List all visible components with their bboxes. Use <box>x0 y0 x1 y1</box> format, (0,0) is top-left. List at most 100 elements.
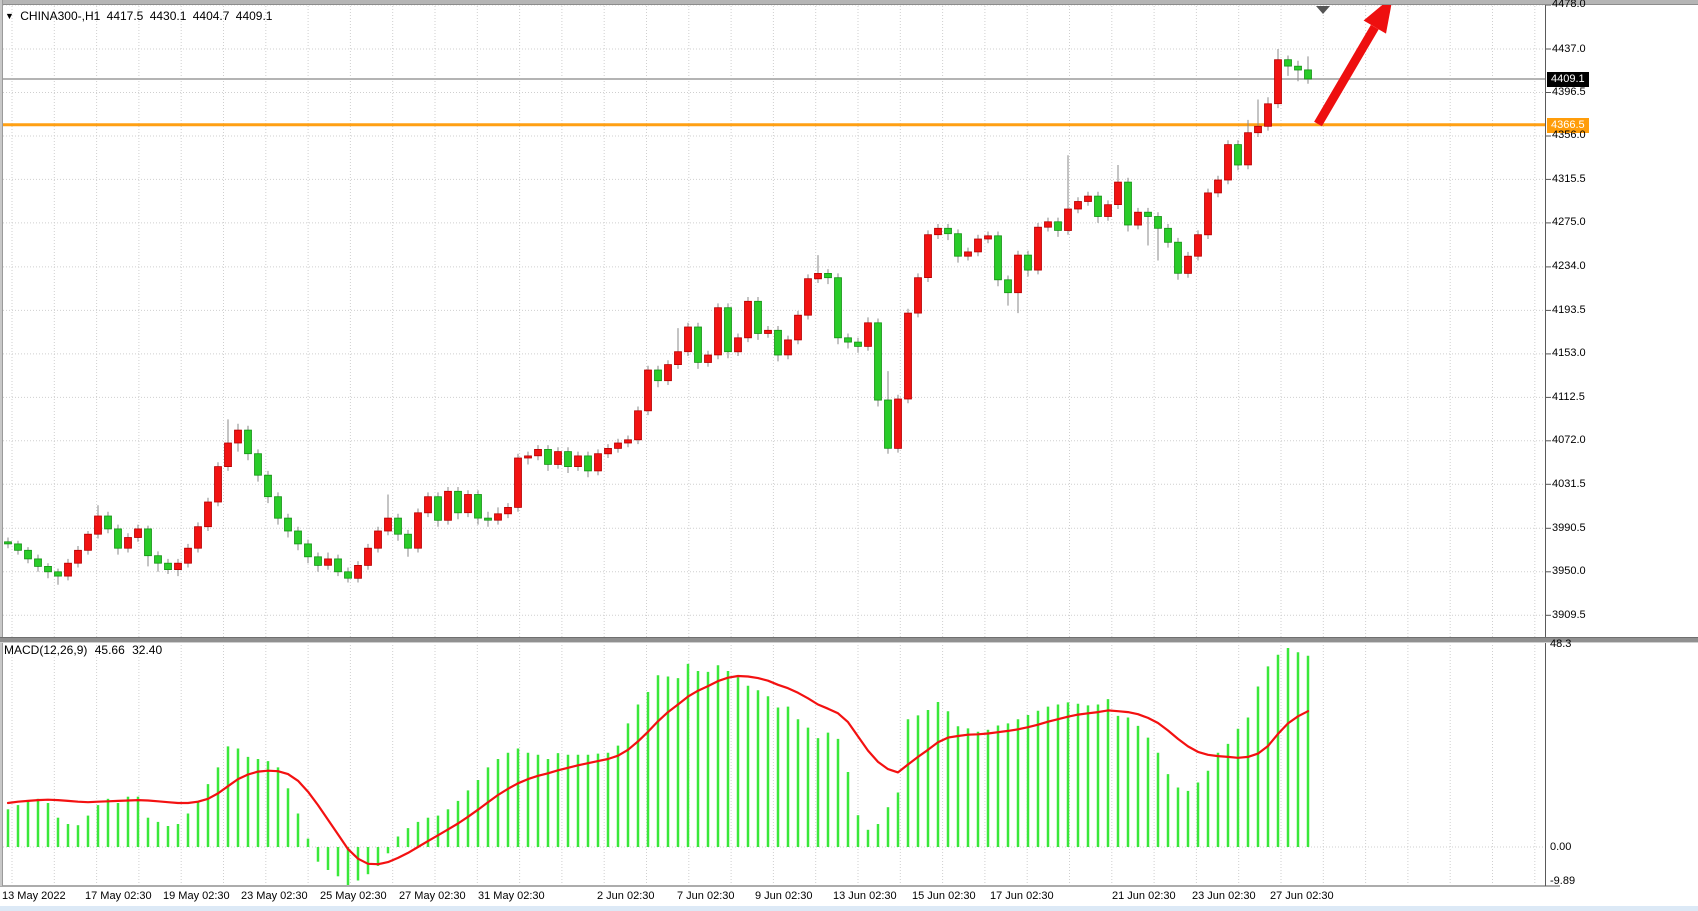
candle-body <box>764 329 772 334</box>
candle-body <box>604 447 612 455</box>
candle-body <box>44 566 52 573</box>
price-axis-label: 3909.5 <box>1552 609 1586 621</box>
candle-body <box>844 337 852 343</box>
time-axis-label: 9 Jun 02:30 <box>755 890 813 902</box>
candle-body <box>994 235 1002 281</box>
candle-body <box>804 278 812 316</box>
candle-body <box>94 515 102 535</box>
ohlc-dropdown-icon[interactable]: ▼ <box>5 11 14 21</box>
time-axis-label: 15 Jun 02:30 <box>912 890 976 902</box>
candle-body <box>704 354 712 363</box>
candle-body <box>684 326 692 353</box>
time-axis-label: 31 May 02:30 <box>478 890 545 902</box>
price-axis-label: 4234.0 <box>1552 260 1586 272</box>
candle-body <box>54 571 62 577</box>
candle-body <box>674 351 682 366</box>
candle-body <box>724 307 732 353</box>
candle-body <box>374 530 382 549</box>
candle-body <box>954 233 962 257</box>
price-axis-label: 4072.0 <box>1552 434 1586 446</box>
candle-body <box>914 277 922 314</box>
trend-arrow-shaft[interactable] <box>1314 24 1379 127</box>
chart-shift-marker-icon[interactable] <box>1316 6 1330 14</box>
window-top-border <box>0 0 1698 5</box>
candle-body <box>974 238 982 253</box>
time-axis-label: 7 Jun 02:30 <box>677 890 735 902</box>
macd-main-value: 45.66 <box>94 643 125 657</box>
candle-body <box>1254 125 1262 134</box>
candle-body <box>1164 227 1172 243</box>
candle-body <box>414 512 422 549</box>
candle-body <box>1044 221 1052 228</box>
candle-body <box>1134 211 1142 226</box>
window-left-border <box>0 0 3 886</box>
candle-body <box>104 515 112 530</box>
macd-panel-separator[interactable] <box>0 637 1698 643</box>
candle-body <box>1194 234 1202 257</box>
candle-body <box>474 494 482 519</box>
candle-body <box>824 272 832 279</box>
candle-body <box>1104 204 1112 217</box>
candle-body <box>894 398 902 449</box>
candle-body <box>904 312 912 400</box>
candle-body <box>754 300 762 334</box>
candle-body <box>1064 208 1072 231</box>
candle-body <box>114 528 122 549</box>
time-axis-label: 13 Jun 02:30 <box>833 890 897 902</box>
candle-body <box>344 571 352 579</box>
candle-body <box>4 541 12 545</box>
high-value: 4430.1 <box>149 9 187 23</box>
price-axis-label: 4112.5 <box>1552 391 1585 403</box>
candle-body <box>484 517 492 521</box>
time-axis-label: 23 Jun 02:30 <box>1192 890 1256 902</box>
low-value: 4404.7 <box>192 9 230 23</box>
candle-body <box>1294 65 1302 71</box>
candle-body <box>224 442 232 468</box>
time-axis-label: 17 May 02:30 <box>85 890 152 902</box>
price-axis-label: 4356.0 <box>1552 129 1586 141</box>
candle-body <box>274 496 282 519</box>
candle-body <box>1034 226 1042 271</box>
macd-name: MACD(12,26,9) <box>4 643 88 657</box>
candle-body <box>294 530 302 545</box>
close-value: 4409.1 <box>235 9 273 23</box>
candle-body <box>194 526 202 549</box>
candle-body <box>14 543 22 551</box>
candle-body <box>1174 241 1182 274</box>
macd-signal-value: 32.40 <box>132 643 163 657</box>
candle-body <box>74 549 82 564</box>
time-axis-label: 21 Jun 02:30 <box>1112 890 1176 902</box>
candle-body <box>154 555 162 564</box>
symbol-period-label: CHINA300-,H1 <box>20 9 101 23</box>
macd-axis-label: 48.3 <box>1550 638 1572 650</box>
candle-body <box>84 533 92 551</box>
candle-body <box>1154 216 1162 229</box>
candle-body <box>544 448 552 465</box>
candle-body <box>814 272 822 280</box>
candle-body <box>214 466 222 503</box>
time-axis-label: 2 Jun 02:30 <box>597 890 655 902</box>
candle-body <box>1124 181 1132 226</box>
candle-body <box>134 528 142 538</box>
candle-body <box>854 341 862 347</box>
candle-body <box>1284 59 1292 67</box>
candle-body <box>624 439 632 444</box>
trend-arrow-head[interactable] <box>1363 0 1393 34</box>
candle-body <box>1184 255 1192 274</box>
price-axis-label: 4478.0 <box>1552 0 1586 10</box>
orange-line-price-badge[interactable]: 4366.5 <box>1547 118 1589 133</box>
candle-body <box>1084 195 1092 202</box>
candle-body <box>744 300 752 339</box>
candle-body <box>834 277 842 339</box>
candle-body <box>324 558 332 566</box>
open-value: 4417.5 <box>106 9 144 23</box>
candle-body <box>304 543 312 558</box>
candle-body <box>384 517 392 532</box>
candle-body <box>654 369 662 382</box>
candle-body <box>1114 181 1122 206</box>
candle-body <box>284 517 292 532</box>
price-axis-label: 4315.5 <box>1552 173 1586 185</box>
price-axis-label: 4437.0 <box>1552 43 1586 55</box>
